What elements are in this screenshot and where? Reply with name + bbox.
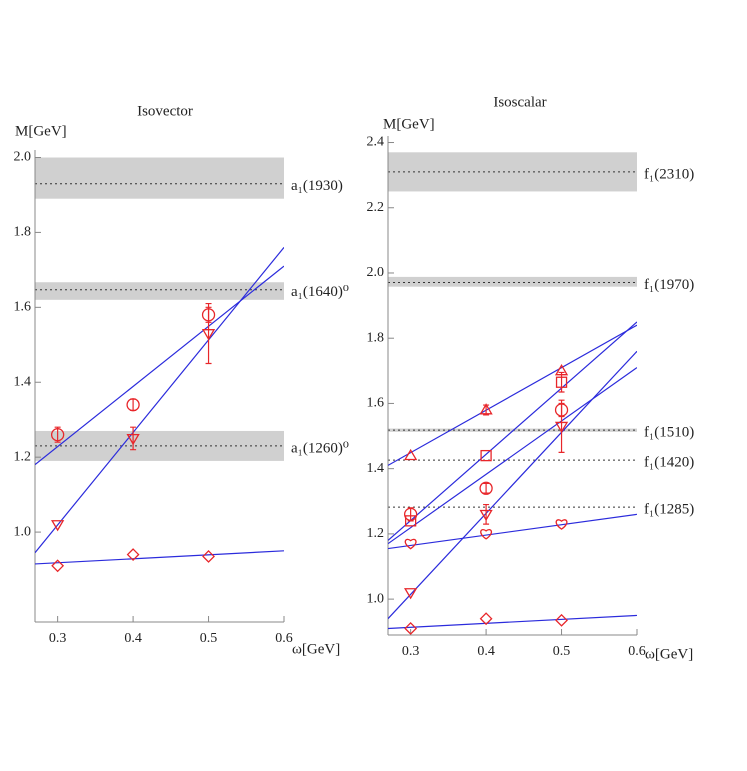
marker <box>404 538 417 550</box>
fit-line <box>35 247 284 554</box>
x-axis-label: ω[GeV] <box>292 641 340 657</box>
x-tick-label: 0.5 <box>200 631 218 646</box>
y-tick-label: 1.8 <box>14 225 32 240</box>
marker <box>479 612 493 626</box>
marker <box>202 550 215 563</box>
reference-label: f₁(2310) <box>644 166 694 182</box>
y-tick-label: 2.2 <box>367 200 385 215</box>
reference-band <box>35 157 284 199</box>
marker <box>50 428 65 442</box>
fit-lines <box>35 247 284 565</box>
marker <box>126 433 140 446</box>
reference-label: a₁(1640)⁰ <box>291 284 349 300</box>
reference-label: f₁(1510) <box>644 425 694 441</box>
error-bar <box>130 398 137 411</box>
y-tick-label: 1.2 <box>367 526 385 541</box>
reference-band <box>388 276 637 287</box>
error-bar <box>558 371 565 393</box>
panel-title: Isoscalar <box>493 94 546 110</box>
marker <box>404 622 418 635</box>
marker <box>480 449 492 462</box>
y-tick-label: 2.4 <box>367 135 385 150</box>
x-tick-label: 0.4 <box>124 631 142 646</box>
reference-label: f₁(1285) <box>644 502 694 518</box>
marker <box>479 481 493 495</box>
y-tick-label: 1.8 <box>367 330 385 345</box>
reference-label: f₁(1420) <box>644 455 694 471</box>
error-bar <box>483 482 490 494</box>
marker <box>555 376 568 388</box>
marker <box>479 509 493 522</box>
fit-line <box>388 350 637 620</box>
x-axis-label: ω[GeV] <box>645 646 693 662</box>
x-tick-label: 0.3 <box>402 644 420 659</box>
y-tick-label: 1.2 <box>14 449 32 464</box>
reference-label: f₁(1970) <box>644 277 694 293</box>
reference-label: a₁(1260)⁰ <box>291 440 349 456</box>
marker <box>403 448 418 461</box>
fit-line <box>35 550 284 565</box>
fit-line <box>388 324 637 466</box>
fit-line <box>388 321 637 541</box>
y-tick-label: 2.0 <box>14 150 32 165</box>
fit-line <box>388 614 637 630</box>
marker <box>201 329 216 341</box>
y-tick-label: 2.0 <box>367 265 385 280</box>
x-tick-label: 0.6 <box>275 631 293 646</box>
x-tick-label: 0.3 <box>49 631 67 646</box>
marker <box>480 528 493 540</box>
marker <box>555 519 568 530</box>
panel-title: Isovector <box>137 103 193 119</box>
error-bar <box>558 399 565 453</box>
marker <box>51 559 65 573</box>
marker <box>403 588 418 600</box>
marker <box>555 613 568 627</box>
y-tick-label: 1.0 <box>14 524 32 539</box>
x-tick-label: 0.5 <box>553 644 571 659</box>
error-bar <box>205 302 212 365</box>
fit-line <box>388 367 637 545</box>
x-tick-label: 0.4 <box>477 644 495 659</box>
marker <box>403 507 418 521</box>
y-tick-label: 1.6 <box>14 300 32 315</box>
y-axis-label: M[GeV] <box>383 116 435 132</box>
error-bar <box>130 426 137 451</box>
y-tick-label: 1.4 <box>367 461 385 476</box>
y-tick-label: 1.6 <box>367 396 385 411</box>
x-tick-label: 0.6 <box>628 644 646 659</box>
marker <box>554 421 569 434</box>
marker <box>50 520 65 532</box>
fit-line <box>388 513 637 550</box>
marker <box>479 403 493 415</box>
error-bar <box>54 426 61 443</box>
fit-lines <box>388 321 637 630</box>
reference-label: a₁(1930) <box>291 178 343 194</box>
y-tick-label: 1.0 <box>367 591 385 606</box>
reference-band <box>388 428 637 432</box>
reference-band <box>35 282 284 300</box>
marker <box>126 398 140 412</box>
y-axis-label: M[GeV] <box>15 123 67 139</box>
y-tick-label: 1.4 <box>14 374 32 389</box>
marker <box>126 548 140 561</box>
